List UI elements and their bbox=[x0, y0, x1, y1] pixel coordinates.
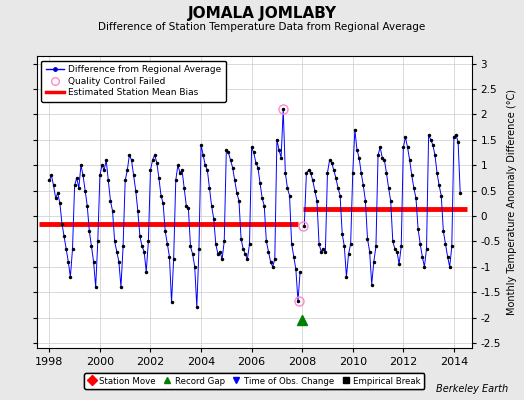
Legend: Station Move, Record Gap, Time of Obs. Change, Empirical Break: Station Move, Record Gap, Time of Obs. C… bbox=[84, 373, 424, 389]
Text: Difference of Station Temperature Data from Regional Average: Difference of Station Temperature Data f… bbox=[99, 22, 425, 32]
Y-axis label: Monthly Temperature Anomaly Difference (°C): Monthly Temperature Anomaly Difference (… bbox=[507, 89, 517, 315]
Text: JOMALA JOMLABY: JOMALA JOMLABY bbox=[188, 6, 336, 21]
Text: Berkeley Earth: Berkeley Earth bbox=[436, 384, 508, 394]
